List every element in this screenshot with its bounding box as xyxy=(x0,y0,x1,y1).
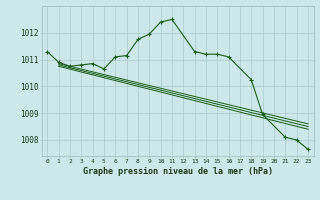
X-axis label: Graphe pression niveau de la mer (hPa): Graphe pression niveau de la mer (hPa) xyxy=(83,167,273,176)
